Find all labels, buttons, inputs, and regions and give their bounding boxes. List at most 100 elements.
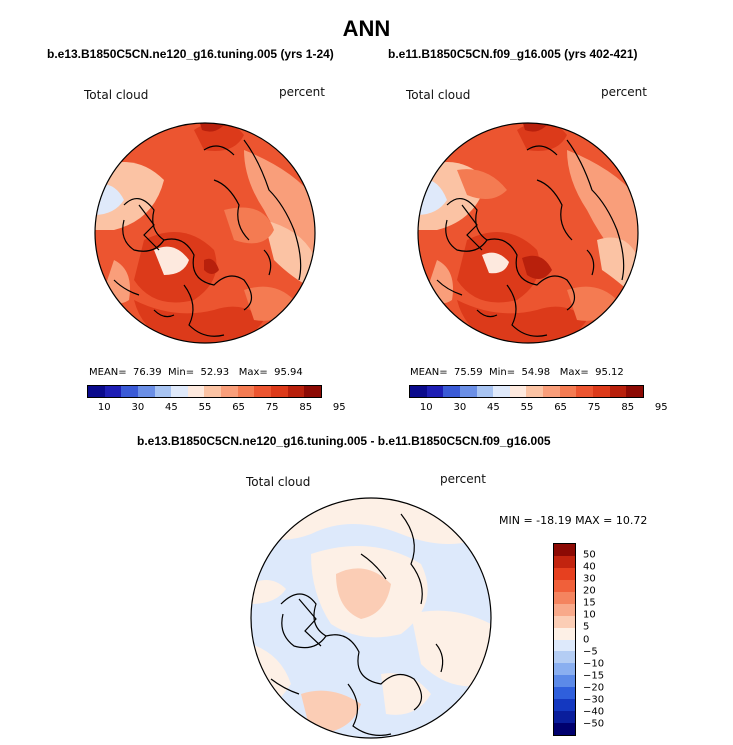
right-min-label: Min= <box>489 367 516 378</box>
diff-colorbar-swatch <box>554 579 575 592</box>
right-max-value: 95.12 <box>595 367 624 378</box>
diff-colorbar-tick-label: −10 <box>583 658 605 670</box>
left-colorbar-tick-label: 30 <box>131 402 145 413</box>
diff-colorbar-swatch <box>554 555 575 568</box>
left-colorbar-swatch <box>221 386 238 397</box>
right-colorbar-swatch <box>443 386 460 397</box>
diff-colorbar-tick-label: 30 <box>583 573 596 585</box>
diff-colorbar-tick-label: 20 <box>583 585 596 597</box>
right-colorbar-swatch <box>576 386 594 397</box>
diff-colorbar-tick-label: 15 <box>583 597 596 609</box>
right-mean-label: MEAN= <box>410 367 448 378</box>
right-colorbar-tick-label: 45 <box>487 402 500 413</box>
left-colorbar-tick-label: 45 <box>165 402 178 413</box>
diff-colorbar-swatch <box>554 651 575 664</box>
diff-panel-variable-label: Total cloud <box>246 475 311 489</box>
left-max-label: Max= <box>238 367 268 378</box>
diff-colorbar-swatch <box>554 627 575 640</box>
left-colorbar-swatch <box>104 386 122 397</box>
diff-colorbar-tick-label: −20 <box>583 682 605 694</box>
right-colorbar-tick-label: 10 <box>419 402 433 413</box>
diff-colorbar-tick-label: −40 <box>583 706 605 718</box>
right-colorbar-swatch <box>626 386 643 397</box>
diff-panel-subtitle: b.e13.B1850C5CN.ne120_g16.tuning.005 - b… <box>137 434 551 448</box>
left-max-value: 95.94 <box>274 367 303 378</box>
left-colorbar-tick-label: 95 <box>332 402 346 413</box>
left-colorbar-tick-label: 85 <box>299 402 313 413</box>
diff-colorbar-swatch <box>554 603 575 616</box>
diff-minmax: MIN = -18.19 MAX = 10.72 <box>499 514 648 527</box>
left-mean-value: 76.39 <box>133 367 162 378</box>
right-polar-map <box>417 122 639 344</box>
right-max-label: Max= <box>559 367 589 378</box>
right-panel-variable-label: Total cloud <box>406 88 471 102</box>
diff-colorbar-swatch <box>554 567 575 580</box>
left-panel-variable-label: Total cloud <box>84 88 149 102</box>
right-min-value: 54.98 <box>521 367 551 378</box>
left-colorbar-swatch <box>171 386 188 397</box>
right-colorbar-swatch <box>410 386 427 397</box>
right-colorbar-swatch <box>559 386 577 397</box>
diff-colorbar-tick-label: 5 <box>583 621 590 633</box>
right-colorbar-swatch <box>476 386 494 397</box>
left-colorbar-swatch <box>137 386 155 397</box>
left-panel-units-label: percent <box>279 85 325 99</box>
figure-title: ANN <box>342 16 391 41</box>
left-mean-label: MEAN= <box>89 367 127 378</box>
diff-colorbar-tick-label: 10 <box>583 609 596 621</box>
right-colorbar-tick-label: 65 <box>554 402 567 413</box>
diff-polar-map <box>250 497 492 739</box>
left-colorbar-tick-label: 75 <box>265 402 279 413</box>
diff-colorbar-swatch <box>554 639 575 652</box>
right-colorbar-swatch <box>493 386 510 397</box>
diff-colorbar-tick-label: −50 <box>583 718 605 730</box>
right-panel-units-label: percent <box>601 85 647 99</box>
right-colorbar-swatch <box>593 386 610 397</box>
right-mean-value: 75.59 <box>454 367 483 378</box>
diff-colorbar-swatch <box>554 687 575 700</box>
right-colorbar-tick-label: 30 <box>453 402 467 413</box>
left-colorbar-tick-label: 10 <box>97 402 111 413</box>
right-colorbar-swatch <box>426 386 444 397</box>
diff-colorbar-tick-label: −5 <box>583 646 598 658</box>
left-colorbar-swatch <box>154 386 172 397</box>
right-colorbar-swatch <box>526 386 544 397</box>
right-colorbar-tick-label: 55 <box>520 402 534 413</box>
right-colorbar-swatch <box>609 386 627 397</box>
diff-colorbar-swatch <box>554 663 575 676</box>
diff-colorbar-swatch <box>554 591 575 604</box>
left-colorbar-tick-label: 55 <box>198 402 212 413</box>
left-colorbar-swatch <box>121 386 138 397</box>
left-panel-subtitle: b.e13.B1850C5CN.ne120_g16.tuning.005 (yr… <box>47 47 334 61</box>
left-colorbar-swatch <box>187 386 205 397</box>
left-colorbar-swatch <box>237 386 255 397</box>
diff-colorbar-tick-label: −15 <box>583 670 605 682</box>
right-panel-subtitle: b.e11.B1850C5CN.f09_g16.005 (yrs 402-421… <box>388 47 638 61</box>
right-colorbar-tick-label: 85 <box>621 402 635 413</box>
diff-colorbar-swatch <box>554 723 575 735</box>
right-colorbar-swatch <box>509 386 527 397</box>
right-panel-stats: MEAN= 75.59 Min= 54.98 Max= 95.12 <box>410 367 624 378</box>
right-colorbar-tick-label: 95 <box>654 402 668 413</box>
diff-colorbar <box>553 543 576 736</box>
diff-colorbar-tick-label: 0 <box>583 634 590 645</box>
right-colorbar-tick-label: 75 <box>587 402 601 413</box>
diff-colorbar-swatch <box>554 615 575 628</box>
left-min-value: 52.93 <box>200 367 230 378</box>
diff-colorbar-tick-label: 50 <box>583 549 596 561</box>
left-colorbar-swatch <box>204 386 222 397</box>
diff-colorbar-swatch <box>554 711 575 724</box>
left-panel-stats: MEAN= 76.39 Min= 52.93 Max= 95.94 <box>89 367 303 378</box>
left-colorbar-swatch <box>304 386 321 397</box>
diff-colorbar-tick-label: 40 <box>583 561 596 573</box>
left-colorbar-swatch <box>271 386 288 397</box>
diff-colorbar-tick-label: −30 <box>583 694 605 706</box>
diff-colorbar-swatch <box>554 675 575 688</box>
diff-colorbar-swatch <box>554 699 575 712</box>
left-colorbar-swatch <box>287 386 305 397</box>
left-polar-map <box>94 122 316 344</box>
right-colorbar-swatch <box>459 386 477 397</box>
diff-colorbar-swatch <box>554 544 575 556</box>
right-colorbar-swatch <box>543 386 560 397</box>
left-colorbar-tick-label: 65 <box>232 402 245 413</box>
